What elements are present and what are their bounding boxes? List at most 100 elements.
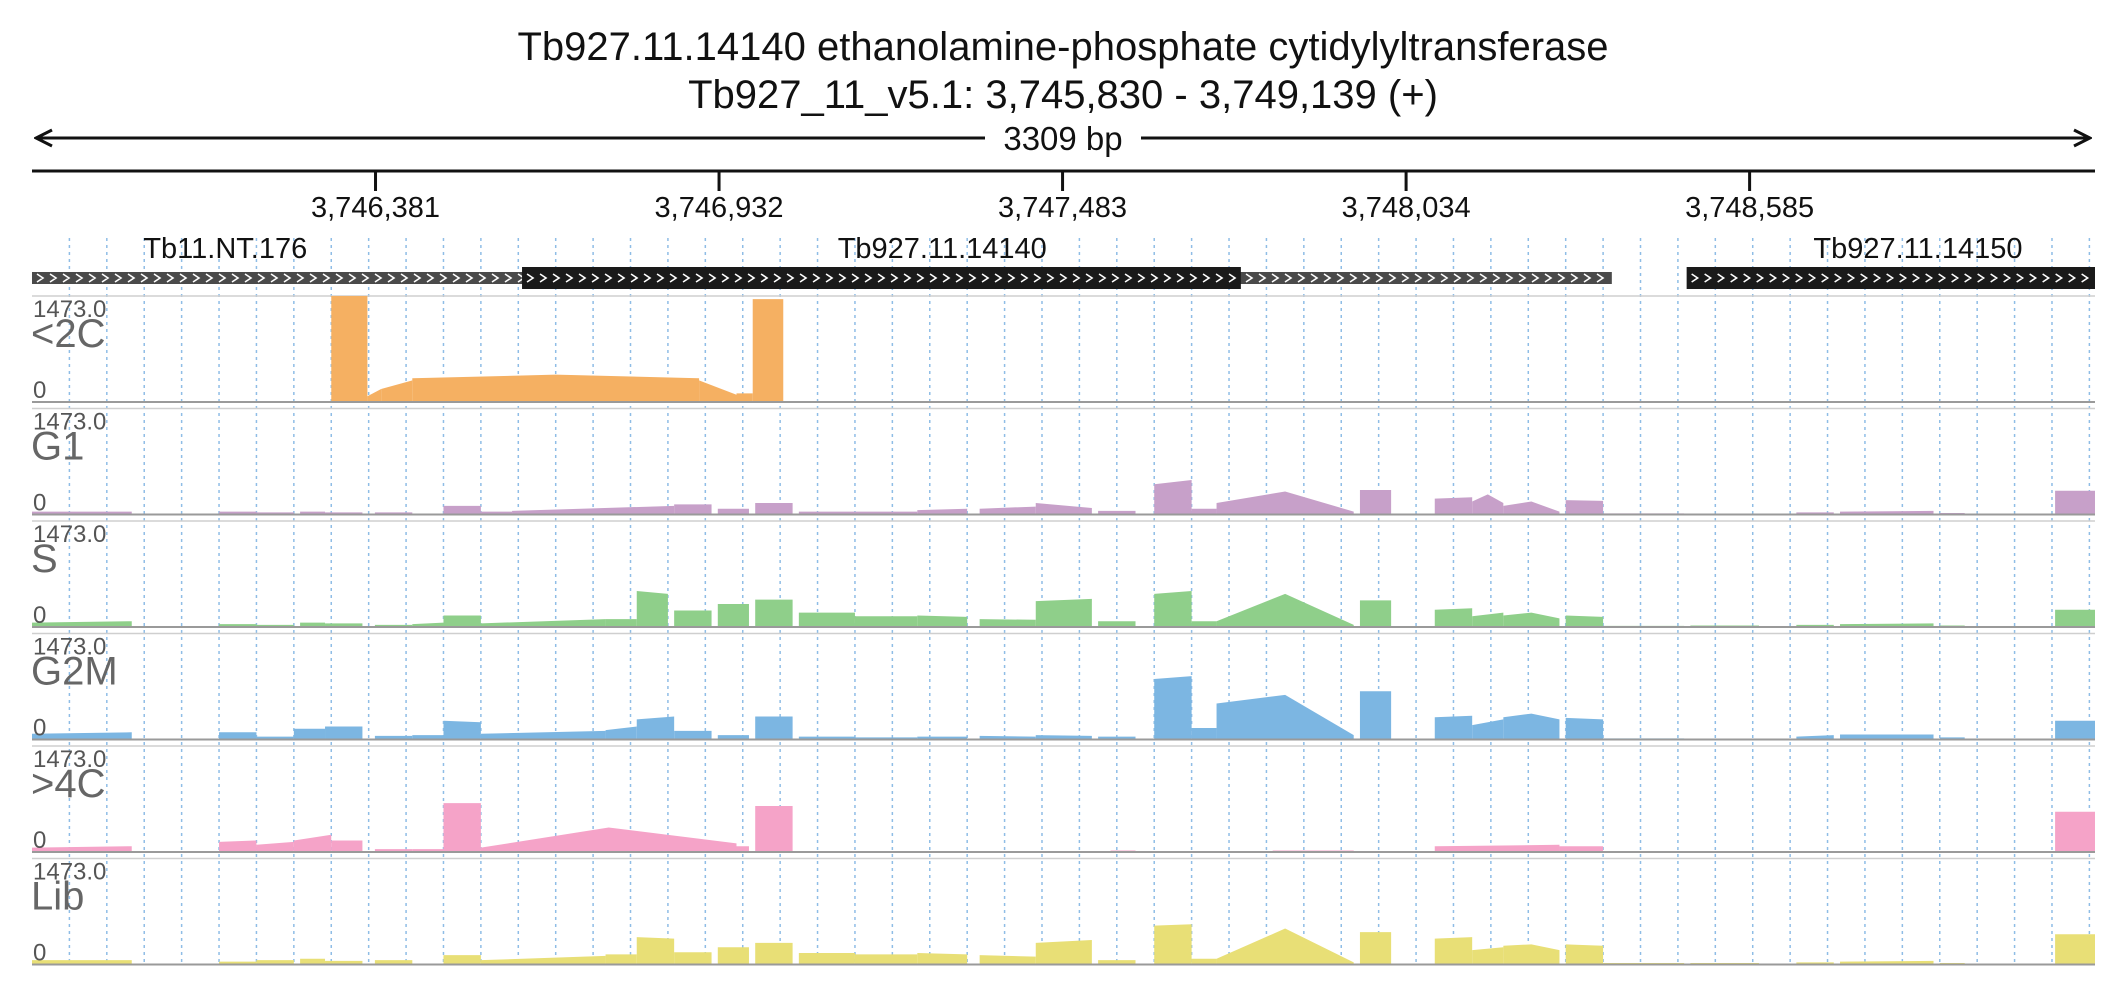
coverage-bar bbox=[717, 947, 749, 965]
coverage-bar bbox=[32, 621, 132, 627]
coverage-bar bbox=[798, 612, 855, 627]
coverage-bar bbox=[512, 505, 675, 515]
coverage-bar bbox=[256, 960, 294, 965]
coverage-bar bbox=[1154, 479, 1192, 515]
coverage-bar bbox=[256, 841, 294, 852]
coverage-bar bbox=[755, 805, 793, 852]
coverage-bar bbox=[854, 616, 918, 627]
coverage-bar bbox=[1154, 676, 1192, 740]
coverage-bar bbox=[443, 955, 481, 965]
track-min-label: 0 bbox=[33, 377, 46, 404]
coverage-bar bbox=[381, 380, 413, 402]
track-min-label: 0 bbox=[33, 940, 46, 967]
coverage-bar bbox=[674, 504, 712, 515]
coverage-bar bbox=[293, 728, 326, 740]
track-min-label: 0 bbox=[33, 715, 46, 742]
coverage-bar bbox=[605, 954, 637, 965]
track-name-label: <2C bbox=[31, 312, 106, 356]
track-name-label: G1 bbox=[31, 425, 84, 469]
gene-feature bbox=[1686, 267, 2095, 289]
coverage-bar bbox=[1191, 727, 1217, 740]
coverage-bar bbox=[300, 958, 326, 965]
coverage-bar bbox=[1472, 494, 1504, 515]
coverage-tracks: 1473.00<2C1473.00G11473.00S1473.00G2M147… bbox=[31, 295, 2095, 967]
coverage-bar bbox=[2055, 811, 2095, 852]
coverage-track: 1473.0 0 Lib bbox=[31, 857, 2095, 967]
coverage-track: 1473.0 0 <2C bbox=[31, 295, 2095, 404]
coverage-track: 1473.0 0 >4C bbox=[31, 745, 2095, 854]
coverage-bar bbox=[1503, 713, 1560, 740]
coverage-bar bbox=[1035, 735, 1092, 740]
coverage-bar bbox=[636, 937, 675, 965]
gene-annotation-track: Tb11.NT.176 Tb927.11.14140 Tb927.11.14150 bbox=[32, 233, 2095, 289]
gene-label: Tb11.NT.176 bbox=[143, 233, 307, 265]
coverage-bar bbox=[300, 622, 326, 627]
coverage-bar bbox=[717, 508, 749, 515]
gene-title: Tb927.11.14140 ethanolamine-phosphate cy… bbox=[517, 25, 1608, 69]
gene-feature bbox=[522, 267, 1241, 289]
axis-tick-label: 3,748,585 bbox=[1685, 192, 1814, 224]
coverage-bar bbox=[219, 840, 257, 852]
coverage-bar bbox=[1216, 928, 1354, 965]
coverage-bar bbox=[1559, 846, 1604, 852]
coverage-bar bbox=[736, 393, 753, 402]
coverage-bar bbox=[331, 840, 363, 852]
coverage-bar bbox=[1098, 621, 1136, 627]
coverage-bar bbox=[674, 952, 712, 965]
coverage-bar bbox=[755, 502, 793, 515]
coverage-bar bbox=[219, 732, 257, 740]
coverage-bar bbox=[755, 599, 793, 627]
coverage-bar bbox=[412, 622, 444, 627]
coverage-bar bbox=[1035, 502, 1092, 515]
coverage-bar bbox=[1434, 844, 1560, 852]
track-max-label: 1473.0 bbox=[33, 296, 106, 323]
coverage-bar bbox=[605, 619, 637, 627]
coverage-bar bbox=[636, 716, 675, 740]
coverage-track: 1473.0 0 S bbox=[31, 520, 2095, 629]
coverage-bar bbox=[480, 619, 606, 627]
coverage-bar bbox=[293, 834, 332, 852]
coverage-bar bbox=[605, 726, 637, 740]
coverage-bar bbox=[32, 960, 132, 965]
coverage-bar bbox=[1472, 612, 1504, 627]
strand-arrows bbox=[526, 273, 1237, 283]
coverage-bar bbox=[1434, 497, 1473, 515]
track-min-label: 0 bbox=[33, 602, 46, 629]
coverage-bar bbox=[1434, 715, 1473, 740]
track-name-label: G2M bbox=[31, 650, 118, 694]
track-name-label: >4C bbox=[31, 762, 106, 806]
coverage-bar bbox=[2055, 490, 2095, 515]
coverage-bar bbox=[1098, 960, 1136, 965]
gene-label: Tb927.11.14150 bbox=[1813, 233, 2022, 265]
coverage-bar bbox=[367, 389, 382, 402]
coverage-bar bbox=[1154, 924, 1192, 965]
coverage-bar bbox=[2055, 720, 2095, 740]
coverage-bar bbox=[736, 846, 749, 852]
coverage-bar bbox=[755, 716, 793, 740]
gene-label: Tb927.11.14140 bbox=[838, 233, 1047, 265]
track-max-label: 1473.0 bbox=[33, 859, 106, 886]
region-length-label: 3309 bp bbox=[1003, 120, 1122, 157]
coverage-bar bbox=[480, 730, 606, 740]
coverage-bar bbox=[917, 952, 968, 965]
coverage-bar bbox=[1565, 717, 1604, 740]
coverage-bar bbox=[1359, 600, 1392, 627]
track-max-label: 1473.0 bbox=[33, 746, 106, 773]
coverage-bar bbox=[1359, 691, 1392, 740]
coverage-bar bbox=[443, 803, 481, 852]
coverage-bar bbox=[1840, 734, 1934, 740]
coverage-bar bbox=[1434, 608, 1473, 627]
coverage-bar bbox=[1216, 694, 1354, 740]
coverage-bar bbox=[1472, 719, 1504, 740]
coverage-bar bbox=[1191, 621, 1217, 627]
coverage-bar bbox=[1796, 735, 1834, 740]
coverage-bar bbox=[1191, 958, 1217, 965]
coverage-track: 1473.0 0 G2M bbox=[31, 632, 2095, 742]
coverage-bar bbox=[1154, 591, 1192, 627]
coverage-bar bbox=[1359, 932, 1392, 965]
coverage-bar bbox=[1434, 937, 1473, 965]
coverage-bar bbox=[2055, 609, 2095, 627]
coverage-bar bbox=[32, 846, 132, 852]
coverage-bar bbox=[717, 735, 749, 740]
coverage-track: 1473.0 0 G1 bbox=[31, 407, 2095, 517]
